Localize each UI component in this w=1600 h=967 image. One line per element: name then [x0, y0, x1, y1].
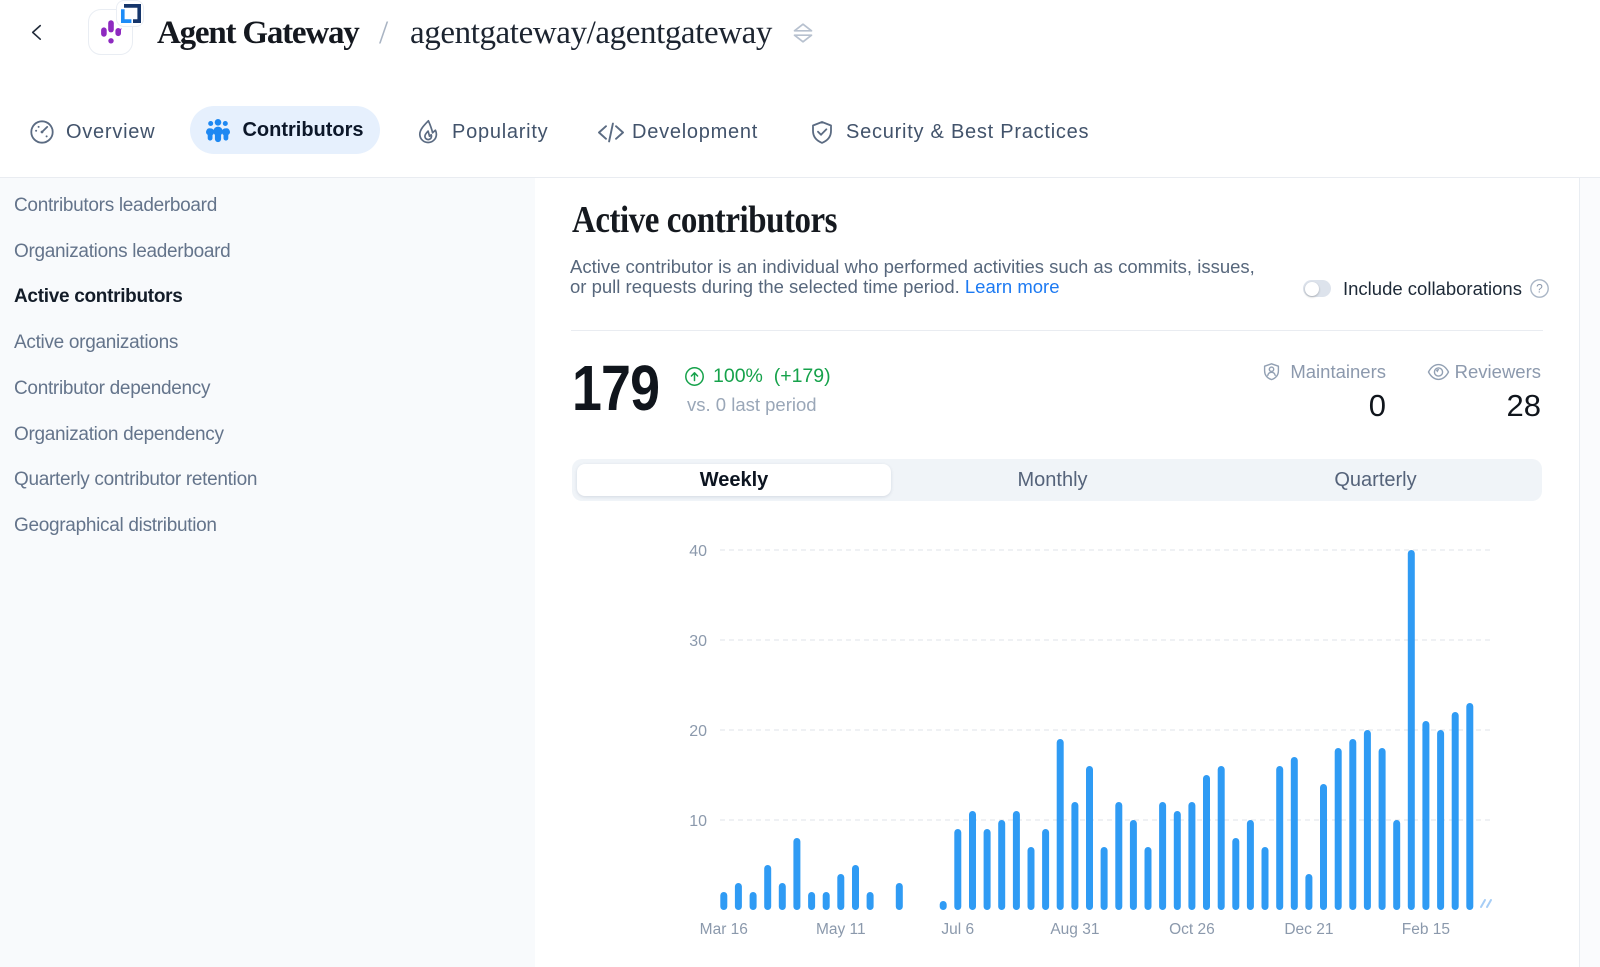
svg-text:Jul 6: Jul 6 — [941, 921, 974, 938]
svg-text:40: 40 — [689, 543, 707, 560]
svg-text:?: ? — [1536, 282, 1543, 296]
svg-text:10: 10 — [689, 813, 707, 830]
svg-text:30: 30 — [689, 633, 707, 650]
svg-text:Feb 15: Feb 15 — [1402, 921, 1450, 938]
svg-text:Aug 31: Aug 31 — [1050, 921, 1099, 938]
svg-text:Mar 16: Mar 16 — [700, 921, 748, 938]
svg-text:Oct 26: Oct 26 — [1169, 921, 1215, 938]
svg-text:Dec 21: Dec 21 — [1284, 921, 1333, 938]
svg-text:May 11: May 11 — [816, 921, 866, 938]
svg-text:20: 20 — [689, 723, 707, 740]
